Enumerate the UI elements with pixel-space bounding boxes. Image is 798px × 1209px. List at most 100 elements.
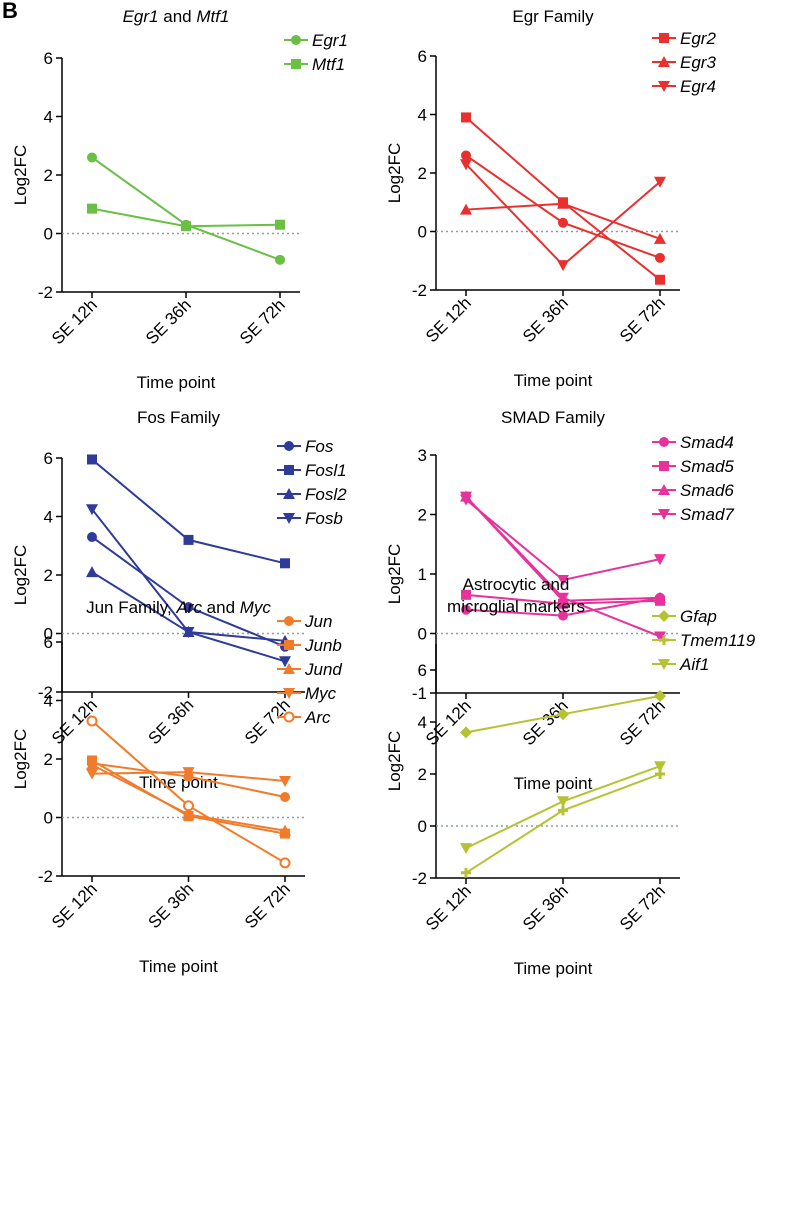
x-tick-label: SE 72h <box>616 881 669 934</box>
data-point <box>86 758 98 770</box>
legend-marker <box>284 465 294 475</box>
data-point <box>461 150 471 161</box>
series-line <box>91 458 286 565</box>
x-tick-label: SE 36h <box>519 881 572 934</box>
legend-label: Jund <box>304 660 342 679</box>
x-tick-label: SE 72h <box>241 695 294 748</box>
legend-label: Egr1 <box>312 31 348 50</box>
y-tick-label: 0 <box>418 817 427 836</box>
x-tick-label: SE 36h <box>142 295 195 348</box>
data-point <box>86 566 98 578</box>
data-point <box>279 656 291 668</box>
legend-label: Fos <box>305 437 334 456</box>
data-point <box>87 152 97 163</box>
data-point <box>654 554 666 566</box>
y-tick-label: 0 <box>44 225 53 244</box>
legend-label: Tmem119 <box>680 631 756 650</box>
data-point <box>279 824 291 836</box>
series-line <box>91 156 281 261</box>
legend-marker <box>658 659 670 670</box>
y-tick-label: 4 <box>44 508 53 527</box>
legend-marker <box>659 635 669 645</box>
legend-marker <box>283 663 295 674</box>
legend-marker <box>658 81 670 92</box>
chart-title: Astrocytic and <box>463 575 570 594</box>
x-tick-label: SE 36h <box>519 696 572 749</box>
data-point <box>182 808 195 820</box>
legend-label: Arc <box>304 708 331 727</box>
data-point <box>558 610 568 621</box>
y-tick-label: 2 <box>44 750 53 769</box>
chart-panel-1: Egr1 and Mtf1 -2 0 2 4 6 Log2FC SE 12h SE 36h SE … <box>11 7 348 392</box>
y-axis-label: Log2FC <box>385 544 404 604</box>
data-point <box>557 796 569 808</box>
y-tick-label: 2 <box>418 765 427 784</box>
data-point <box>557 592 569 604</box>
chart-title: Jun Family, Arc and Myc <box>86 598 271 617</box>
data-point <box>655 274 665 285</box>
legend-marker <box>658 484 670 495</box>
x-axis-label: Time point <box>137 373 216 392</box>
y-tick-label: 4 <box>418 106 427 125</box>
legend-marker <box>658 610 670 622</box>
data-point <box>654 631 666 643</box>
x-tick-label: SE 72h <box>236 295 289 348</box>
data-point <box>461 112 471 123</box>
chart-title-part: Fos Family <box>137 408 221 427</box>
chart-title-part: Mtf1 <box>196 7 229 26</box>
legend-label: Jun <box>304 612 332 631</box>
legend-marker <box>283 711 295 723</box>
y-tick-label: 0 <box>44 625 53 644</box>
legend-label: Smad7 <box>680 505 734 524</box>
data-point <box>655 252 665 263</box>
legend-label: Fosb <box>305 509 343 528</box>
chart-title-part: Egr Family <box>512 7 594 26</box>
data-point <box>182 627 195 639</box>
y-tick-label: -2 <box>412 869 427 888</box>
data-point <box>87 531 97 542</box>
x-tick-label: SE 72h <box>241 879 294 932</box>
legend-label: Mtf1 <box>312 55 345 74</box>
chart-title-part: and <box>159 7 197 26</box>
y-tick-label: 0 <box>44 809 53 828</box>
legend-marker <box>284 441 294 451</box>
y-tick-label: 6 <box>44 633 53 652</box>
legend-marker <box>283 488 295 499</box>
legend-label: Smad5 <box>680 457 734 476</box>
x-tick-label: SE 12h <box>48 879 101 932</box>
chart-title: Egr1 and Mtf1 <box>123 7 230 26</box>
data-point <box>460 726 472 739</box>
legend-label: Egr2 <box>680 29 716 48</box>
data-point <box>461 589 471 600</box>
x-axis-label: Time point <box>514 371 593 390</box>
x-axis-label: Time point <box>139 957 218 976</box>
data-point <box>557 197 569 209</box>
y-tick-label: 4 <box>44 108 53 127</box>
legend-label: Gfap <box>680 607 717 626</box>
y-tick-label: 2 <box>418 164 427 183</box>
x-tick-label: SE 36h <box>519 293 572 346</box>
data-point <box>87 203 97 214</box>
y-tick-label: 6 <box>418 47 427 66</box>
data-point <box>181 221 191 232</box>
data-point <box>279 857 291 869</box>
data-point <box>86 715 98 727</box>
chart-panel-2: Egr Family -2 0 2 4 6 Log2FC SE 12h SE 36h SE 72h… <box>385 7 716 390</box>
data-point <box>183 800 194 812</box>
data-point <box>86 768 98 780</box>
data-point <box>460 203 472 215</box>
y-tick-label: 4 <box>44 692 53 711</box>
y-tick-label: 2 <box>418 506 427 525</box>
legend-label: Egr4 <box>680 77 716 96</box>
legend-marker <box>283 688 295 699</box>
y-tick-label: -1 <box>412 684 427 703</box>
data-point <box>183 602 194 613</box>
legend-label: Smad6 <box>680 481 734 500</box>
y-axis-label: Log2FC <box>11 729 30 789</box>
chart-title: Egr Family <box>512 7 594 26</box>
data-point <box>557 260 569 272</box>
data-point <box>654 761 666 773</box>
series-line <box>465 163 661 267</box>
legend-label: Aif1 <box>679 655 709 674</box>
